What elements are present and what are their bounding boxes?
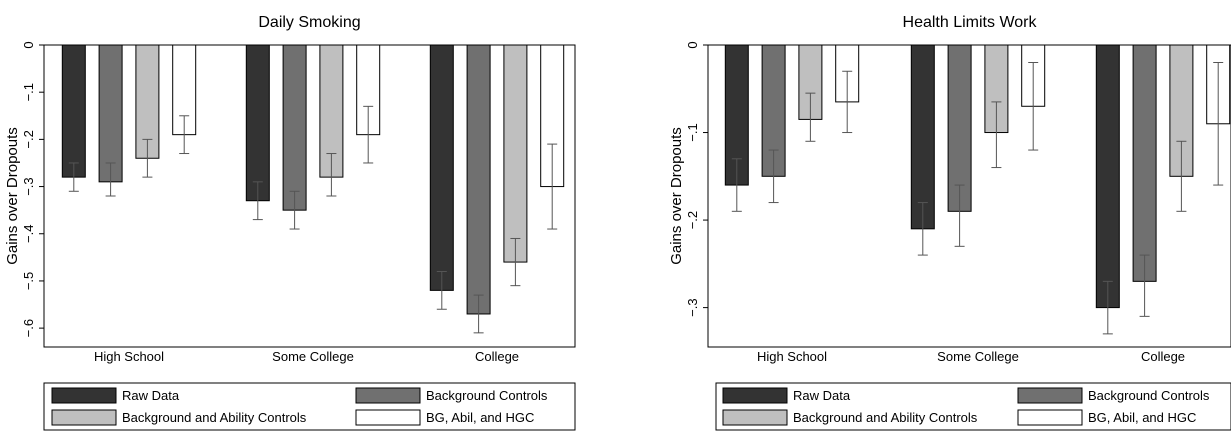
legend-label: Background and Ability Controls bbox=[122, 410, 307, 425]
legend-swatch bbox=[51, 387, 117, 404]
plot-frame bbox=[43, 44, 576, 348]
legend-swatch bbox=[1017, 409, 1083, 426]
y-tick-label: 0 bbox=[685, 41, 700, 48]
y-axis-label: Gains over Dropouts bbox=[4, 127, 21, 265]
legend-swatch bbox=[722, 409, 788, 426]
bar bbox=[245, 44, 270, 202]
legend-box bbox=[715, 382, 1231, 431]
bar bbox=[503, 44, 528, 263]
legend-label: Background and Ability Controls bbox=[793, 410, 978, 425]
bar bbox=[1132, 44, 1157, 282]
legend-label: BG, Abil, and HGC bbox=[1088, 410, 1196, 425]
y-tick-label: −.3 bbox=[21, 177, 36, 195]
legend-swatch bbox=[722, 387, 788, 404]
y-tick-label: 0 bbox=[21, 41, 36, 48]
y-tick-label: −.3 bbox=[685, 298, 700, 316]
x-category-label: College bbox=[1141, 349, 1185, 364]
bar bbox=[282, 44, 307, 211]
chart-title: Health Limits Work bbox=[903, 14, 1038, 31]
panel-2: Health Limits Work Gains over Dropouts 0 −.… bbox=[668, 14, 1231, 431]
bar bbox=[61, 44, 86, 178]
y-tick-label: −.6 bbox=[21, 319, 36, 337]
y-tick-label: −.1 bbox=[685, 123, 700, 141]
bar bbox=[98, 44, 123, 183]
y-axis-label: Gains over Dropouts bbox=[668, 127, 685, 265]
legend-label: Raw Data bbox=[122, 388, 180, 403]
legend-label: Background Controls bbox=[426, 388, 548, 403]
y-tick-label: −.2 bbox=[21, 130, 36, 148]
legend: Raw Data Background Controls Background an… bbox=[715, 382, 1231, 431]
bar bbox=[466, 44, 491, 315]
bar bbox=[1095, 44, 1120, 309]
bar bbox=[910, 44, 935, 230]
x-category-label: College bbox=[475, 349, 519, 364]
y-tick-label: −.5 bbox=[21, 272, 36, 290]
legend-label: Background Controls bbox=[1088, 388, 1210, 403]
legend-swatch bbox=[355, 387, 421, 404]
x-category-label: Some College bbox=[272, 349, 354, 364]
legend-swatch bbox=[51, 409, 117, 426]
x-category-label: High School bbox=[94, 349, 164, 364]
x-category-label: High School bbox=[757, 349, 827, 364]
legend: Raw Data Background Controls Background an… bbox=[43, 382, 576, 431]
legend-label: BG, Abil, and HGC bbox=[426, 410, 534, 425]
x-category-label: Some College bbox=[937, 349, 1019, 364]
bar bbox=[429, 44, 454, 291]
panel-1: Daily Smoking Gains over Dropouts 0 −.1 −.2 −… bbox=[4, 14, 576, 431]
legend-box bbox=[43, 382, 576, 431]
legend-swatch bbox=[1017, 387, 1083, 404]
legend-swatch bbox=[355, 409, 421, 426]
chart-title: Daily Smoking bbox=[258, 14, 360, 31]
y-tick-label: −.4 bbox=[21, 225, 36, 243]
legend-label: Raw Data bbox=[793, 388, 851, 403]
y-tick-label: −.1 bbox=[21, 83, 36, 101]
y-tick-label: −.2 bbox=[685, 211, 700, 229]
